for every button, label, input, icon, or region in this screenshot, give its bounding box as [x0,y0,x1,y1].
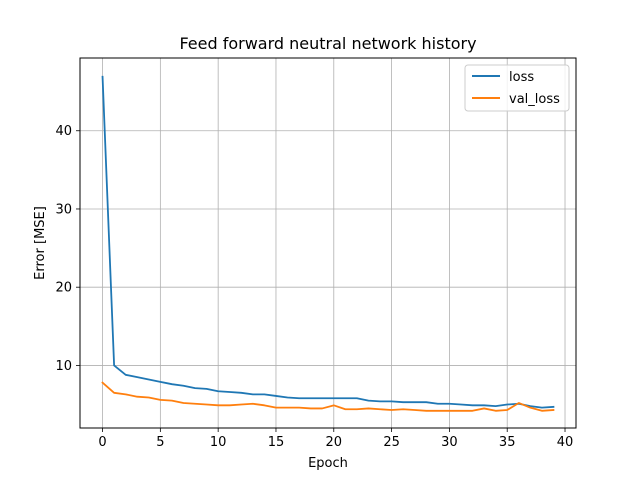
series-line-loss [101,75,555,409]
x-tick-label: 40 [557,435,574,450]
x-tick-label: 35 [499,435,516,450]
ticks: 0 5 10 15 20 25 30 35 40 10 20 30 40 [55,124,573,450]
y-axis-label: Error [MSE] [33,206,48,280]
series-line-val-loss [101,381,555,412]
legend-label-loss: loss [509,70,534,85]
legend-label-val-loss: val_loss [509,92,560,107]
y-tick-label: 40 [55,124,72,139]
y-tick-label: 20 [55,281,72,296]
x-tick-label: 20 [326,435,343,450]
y-tick-label: 10 [55,359,72,374]
x-tick-label: 10 [210,435,227,450]
legend: loss val_loss [464,64,570,112]
x-axis-label: Epoch [308,456,348,471]
x-tick-label: 25 [383,435,400,450]
x-tick-label: 30 [441,435,458,450]
series-lines [101,75,555,412]
plot-frame [79,57,577,429]
grid [80,58,576,428]
y-tick-label: 30 [55,202,72,217]
chart-title: Feed forward neutral network history [179,34,476,53]
x-tick-label: 15 [268,435,285,450]
x-tick-label: 0 [98,435,106,450]
x-tick-label: 5 [156,435,164,450]
